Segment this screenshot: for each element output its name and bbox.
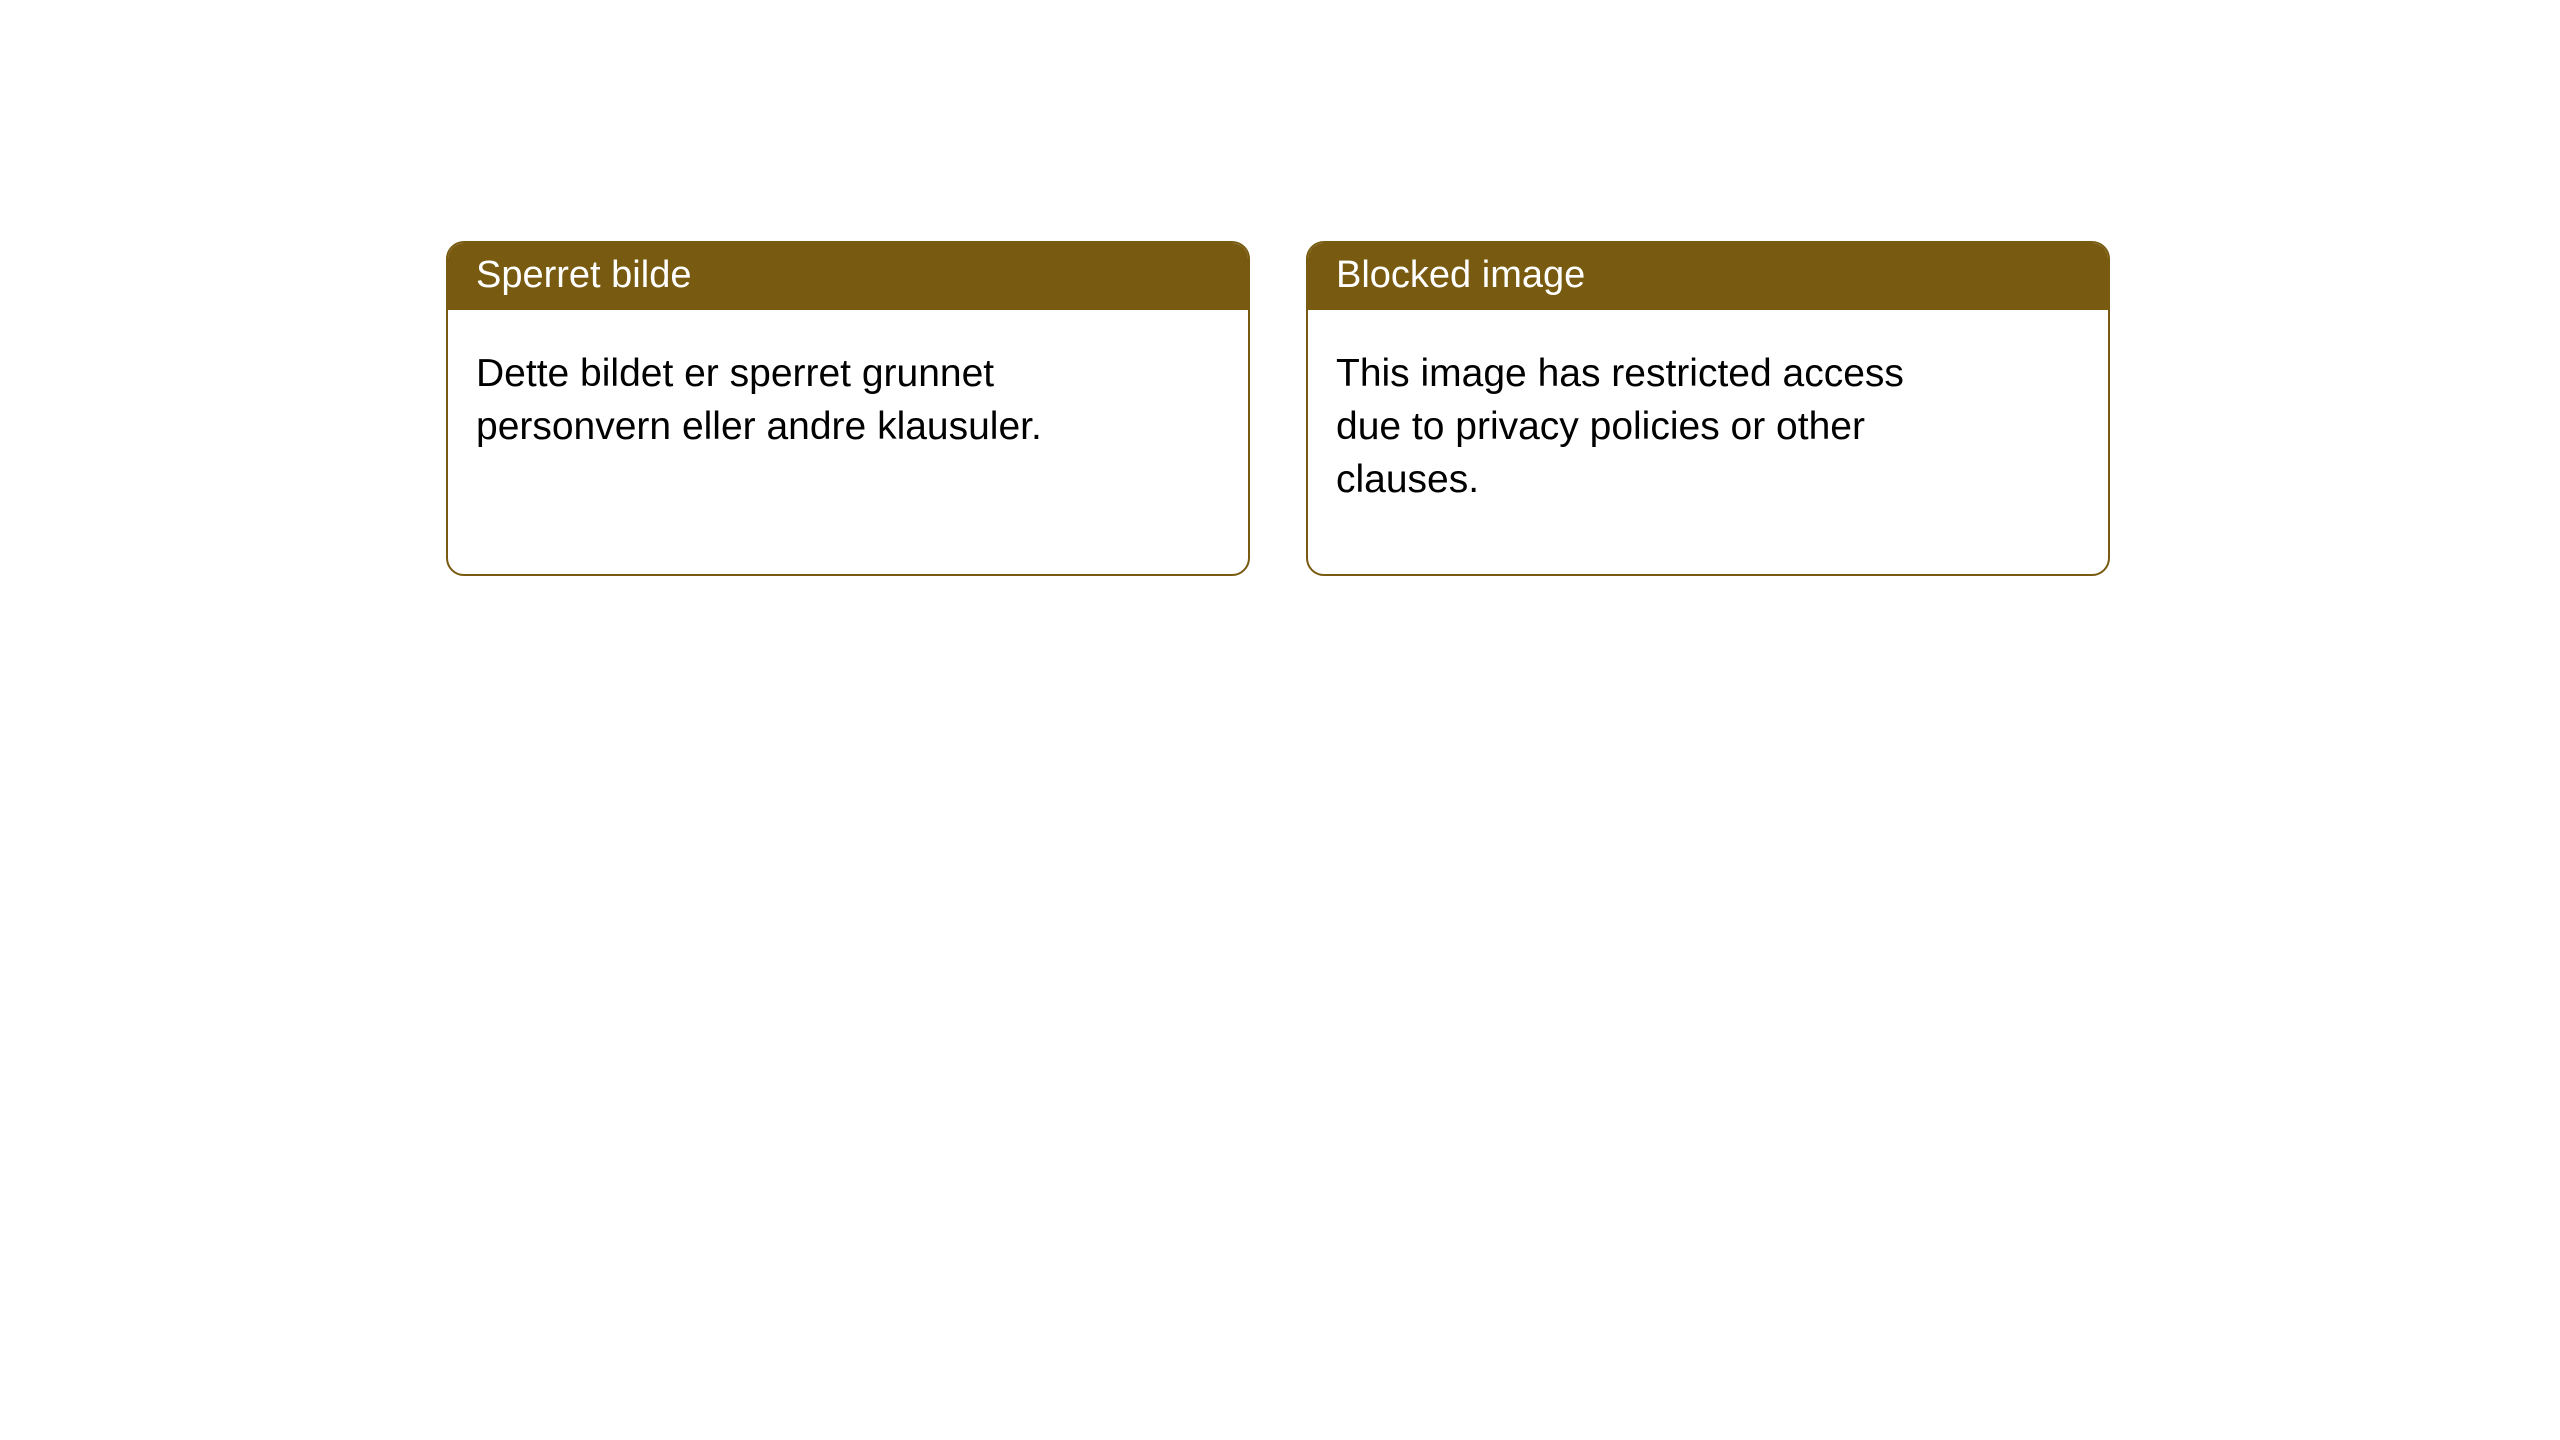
card-title: Sperret bilde	[476, 254, 691, 296]
card-body: Dette bildet er sperret grunnet personve…	[448, 310, 1128, 491]
blocked-image-card-en: Blocked image This image has restricted …	[1306, 241, 2110, 576]
card-body: This image has restricted access due to …	[1308, 310, 1988, 544]
cards-container: Sperret bilde Dette bildet er sperret gr…	[0, 0, 2560, 576]
card-header: Blocked image	[1308, 243, 2108, 310]
card-header: Sperret bilde	[448, 243, 1248, 310]
card-body-text: This image has restricted access due to …	[1336, 352, 1904, 500]
card-body-text: Dette bildet er sperret grunnet personve…	[476, 352, 1042, 448]
blocked-image-card-no: Sperret bilde Dette bildet er sperret gr…	[446, 241, 1250, 576]
card-title: Blocked image	[1336, 254, 1585, 296]
